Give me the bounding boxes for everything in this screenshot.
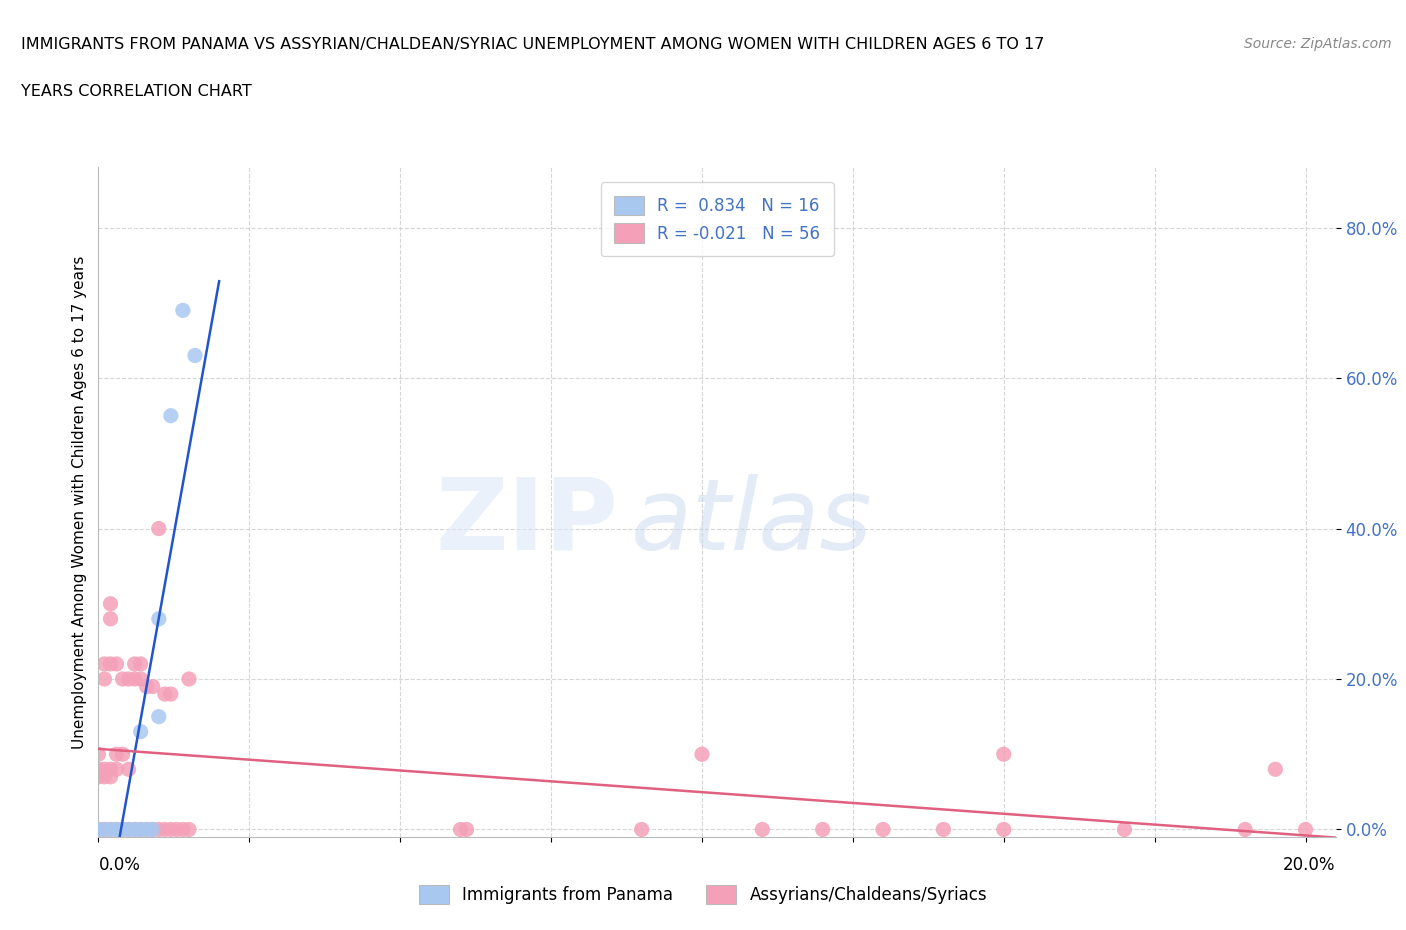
Point [993,822,1015,837]
Point [872,822,894,837]
Point [166,822,188,837]
Point [993,747,1015,762]
Point [160,686,183,701]
Point [93,657,115,671]
Point [1264,762,1286,777]
Point [148,822,170,837]
Point [129,657,152,671]
Point [1295,822,1317,837]
Point [124,822,146,837]
Point [105,822,128,837]
Text: Source: ZipAtlas.com: Source: ZipAtlas.com [1244,37,1392,51]
Point [148,521,170,536]
Point [93,822,115,837]
Point [1234,822,1257,837]
Point [117,822,139,837]
Point [105,822,128,837]
Point [1114,822,1136,837]
Point [177,671,200,686]
Point [148,611,170,626]
Point [811,822,834,837]
Point [456,822,478,837]
Point [100,822,122,837]
Legend: Immigrants from Panama, Assyrians/Chaldeans/Syriacs: Immigrants from Panama, Assyrians/Chalde… [411,876,995,912]
Text: atlas: atlas [630,473,872,571]
Point [105,747,128,762]
Point [87,822,110,837]
Point [87,747,110,762]
Point [87,769,110,784]
Point [100,822,122,837]
Point [100,769,122,784]
Point [135,822,157,837]
Point [93,822,115,837]
Point [100,596,122,611]
Point [450,822,472,837]
Point [87,822,110,837]
Point [160,822,183,837]
Point [630,822,652,837]
Point [129,822,152,837]
Point [153,686,176,701]
Point [148,710,170,724]
Point [172,303,194,318]
Point [160,408,183,423]
Text: YEARS CORRELATION CHART: YEARS CORRELATION CHART [21,84,252,99]
Point [142,822,165,837]
Point [124,671,146,686]
Point [87,762,110,777]
Point [135,679,157,694]
Point [117,762,139,777]
Point [124,657,146,671]
Text: IMMIGRANTS FROM PANAMA VS ASSYRIAN/CHALDEAN/SYRIAC UNEMPLOYMENT AMONG WOMEN WITH: IMMIGRANTS FROM PANAMA VS ASSYRIAN/CHALD… [21,37,1045,52]
Text: 0.0%: 0.0% [98,856,141,874]
Point [105,657,128,671]
Point [100,611,122,626]
Point [111,822,134,837]
Point [932,822,955,837]
Point [100,657,122,671]
Point [100,762,122,777]
Point [751,822,773,837]
Point [135,822,157,837]
Point [93,671,115,686]
Point [105,762,128,777]
Point [93,822,115,837]
Point [129,724,152,739]
Text: 20.0%: 20.0% [1284,856,1336,874]
Y-axis label: Unemployment Among Women with Children Ages 6 to 17 years: Unemployment Among Women with Children A… [72,256,87,749]
Point [172,822,194,837]
Point [177,822,200,837]
Point [111,671,134,686]
Point [153,822,176,837]
Point [117,822,139,837]
Point [142,679,165,694]
Point [129,671,152,686]
Point [93,769,115,784]
Point [111,747,134,762]
Point [117,671,139,686]
Legend: R =  0.834   N = 16, R = -0.021   N = 56: R = 0.834 N = 16, R = -0.021 N = 56 [600,182,834,256]
Point [111,822,134,837]
Point [129,822,152,837]
Point [142,822,165,837]
Point [184,348,207,363]
Point [690,747,713,762]
Point [124,822,146,837]
Text: ZIP: ZIP [436,473,619,571]
Point [93,762,115,777]
